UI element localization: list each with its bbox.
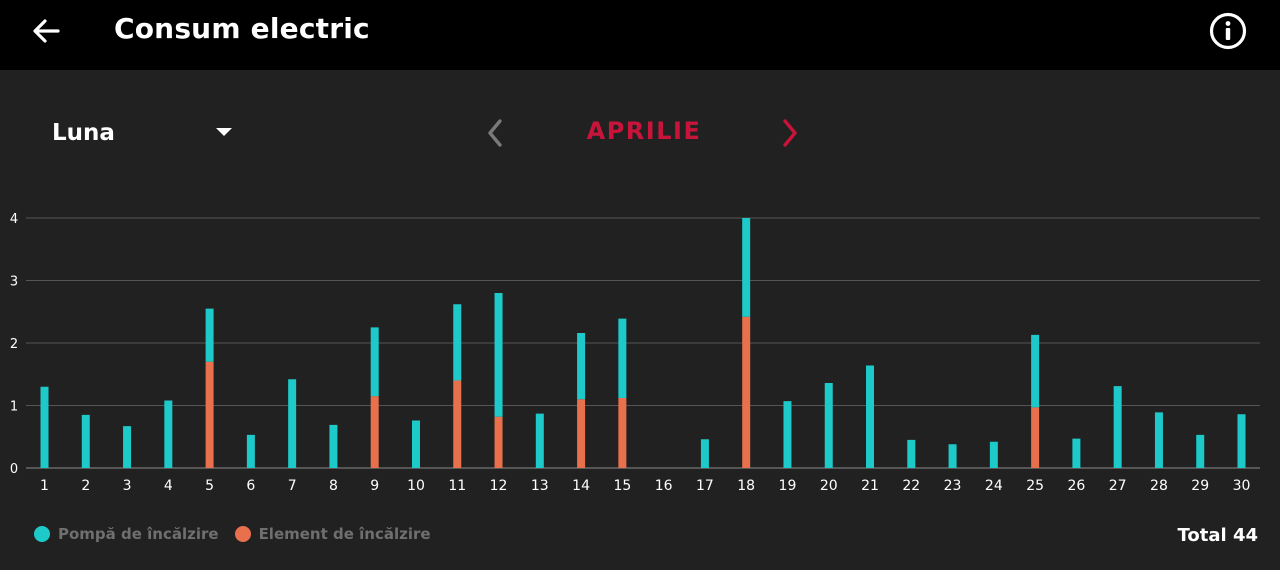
x-tick-label: 6 [246, 478, 255, 494]
bar-segment [494, 416, 503, 468]
bar-segment [288, 379, 297, 468]
bar-segment [577, 333, 586, 400]
bar-segment [370, 396, 379, 468]
bar-segment [40, 386, 49, 468]
x-tick-label: 8 [329, 478, 338, 494]
x-tick-label: 16 [655, 478, 673, 494]
legend-item-element: Element de încălzire [234, 525, 431, 543]
y-tick-label: 4 [10, 212, 18, 227]
legend-item-pump: Pompă de încălzire [34, 525, 219, 543]
bar-segment [1031, 334, 1040, 408]
bar-segment [1237, 414, 1246, 468]
arrow-left-icon [33, 19, 60, 43]
next-month-button[interactable] [775, 116, 805, 150]
chart-legend: Pompă de încălzire Element de încălzire [34, 523, 447, 545]
month-label: APRILIE [586, 117, 702, 145]
x-tick-label: 30 [1233, 478, 1251, 494]
bar-segment [618, 318, 627, 398]
bar-segment [205, 361, 214, 468]
period-dropdown-value: Luna [52, 120, 115, 146]
bar-segment [907, 439, 916, 468]
bar-segment [1154, 412, 1163, 468]
bar-segment [453, 380, 462, 468]
x-tick-label: 17 [696, 478, 714, 494]
bar-segment [700, 439, 709, 468]
bar-segment [205, 308, 214, 362]
x-tick-label: 25 [1026, 478, 1044, 494]
x-tick-label: 26 [1067, 478, 1085, 494]
legend-swatch-pump [34, 526, 50, 542]
bar-segment [370, 327, 379, 397]
x-tick-label: 21 [861, 478, 879, 494]
x-tick-label: 13 [531, 478, 549, 494]
legend-label-element: Element de încălzire [258, 525, 431, 543]
bar-segment [164, 400, 173, 468]
chevron-left-icon [488, 119, 502, 147]
previous-month-button[interactable] [480, 116, 510, 150]
bar-segment [1196, 434, 1205, 468]
bar-segment [618, 398, 627, 468]
bar-segment [1072, 438, 1081, 468]
x-tick-label: 15 [613, 478, 631, 494]
bar-segment [742, 316, 751, 468]
bar-segment [783, 401, 792, 468]
x-tick-label: 19 [779, 478, 797, 494]
x-tick-label: 11 [448, 478, 466, 494]
bar-segment [824, 383, 833, 468]
y-tick-label: 1 [10, 400, 18, 415]
top-app-bar: Consum electric [0, 0, 1280, 70]
x-tick-label: 3 [123, 478, 132, 494]
back-button[interactable] [28, 13, 64, 49]
x-tick-label: 5 [205, 478, 214, 494]
x-tick-label: 9 [370, 478, 379, 494]
y-tick-label: 0 [10, 462, 18, 477]
x-tick-label: 28 [1150, 478, 1168, 494]
x-tick-label: 22 [902, 478, 920, 494]
consumption-panel: Luna APRILIE 0 1 2 3 4 1 2 3 4 5 6 7 8 9 10 11 12 13 14 15 1… [0, 70, 1280, 570]
bar-segment [494, 293, 503, 417]
info-circle-icon [1209, 12, 1247, 50]
bar-segment [948, 444, 957, 468]
caret-down-icon [216, 128, 232, 136]
bar-segment [577, 399, 586, 468]
bar-segment [81, 414, 90, 468]
x-tick-label: 1 [40, 478, 49, 494]
x-tick-label: 23 [944, 478, 962, 494]
total-consumption: Total 44 [1177, 525, 1259, 546]
bar-segment [411, 420, 420, 468]
page-title: Consum electric [114, 12, 370, 45]
x-tick-label: 29 [1191, 478, 1209, 494]
bar-segment [329, 424, 338, 468]
x-tick-label: 18 [737, 478, 755, 494]
x-tick-label: 20 [820, 478, 838, 494]
bar-segment [123, 426, 132, 468]
x-tick-label: 24 [985, 478, 1003, 494]
x-tick-label: 12 [490, 478, 508, 494]
chevron-right-icon [783, 119, 797, 147]
y-tick-label: 2 [10, 337, 18, 352]
legend-label-pump: Pompă de încălzire [58, 525, 219, 543]
y-tick-label: 3 [10, 275, 18, 290]
x-tick-label: 10 [407, 478, 425, 494]
bar-segment [1031, 407, 1040, 468]
x-tick-label: 27 [1109, 478, 1127, 494]
bar-segment [453, 304, 462, 381]
bar-segment [866, 365, 875, 468]
x-tick-label: 4 [164, 478, 173, 494]
info-button[interactable] [1209, 12, 1247, 50]
x-tick-label: 14 [572, 478, 590, 494]
bar-segment [246, 434, 255, 468]
period-dropdown[interactable]: Luna [52, 118, 242, 150]
legend-swatch-element [234, 526, 251, 542]
x-tick-label: 7 [288, 478, 297, 494]
bar-segment [535, 413, 544, 468]
bar-segment [989, 441, 998, 468]
bar-segment [742, 218, 751, 317]
x-tick-label: 2 [81, 478, 90, 494]
bar-segment [1113, 386, 1122, 468]
